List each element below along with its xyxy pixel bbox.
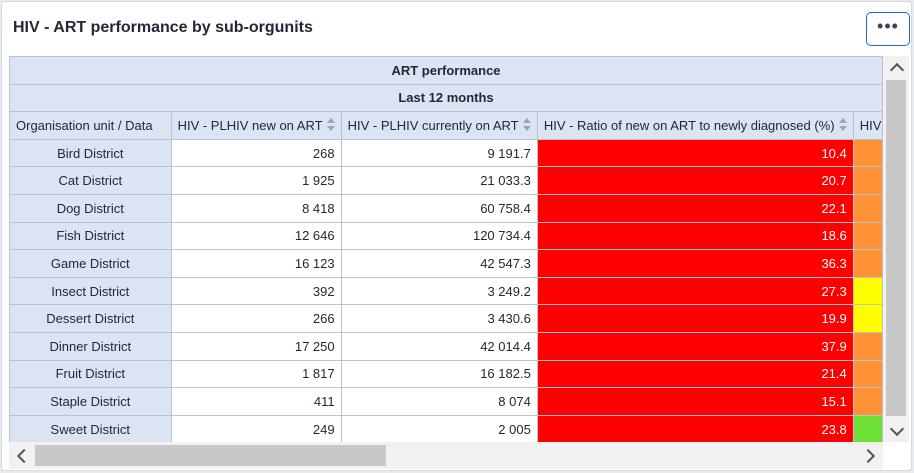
org-unit-cell[interactable]: Fish District — [9, 221, 172, 251]
column-header-label: Organisation unit / Data — [16, 117, 153, 133]
pivot-table: ART performance Last 12 months Organisat… — [9, 56, 883, 442]
ratio-cell[interactable]: 23.8 — [536, 414, 854, 442]
plhiv-current-cell[interactable]: 120 734.4 — [340, 221, 538, 251]
table-row: Fish District 12 646 120 734.4 18.6 — [9, 221, 883, 251]
truncated-value-cell[interactable] — [852, 387, 883, 416]
truncated-value-cell[interactable] — [852, 138, 883, 168]
group-header: ART performance — [9, 56, 883, 85]
plhiv-new-cell[interactable]: 17 250 — [170, 331, 342, 361]
plhiv-new-cell[interactable]: 12 646 — [170, 221, 342, 251]
scroll-right-icon[interactable] — [860, 448, 876, 464]
plhiv-new-cell[interactable]: 16 123 — [170, 249, 342, 278]
ratio-cell[interactable]: 21.4 — [536, 359, 854, 389]
column-header[interactable]: HIV - Ratio of new on ART to newly diagn… — [536, 111, 854, 140]
plhiv-new-cell[interactable]: 392 — [170, 276, 342, 306]
plhiv-current-cell[interactable]: 21 033.3 — [340, 166, 538, 195]
truncated-value-cell[interactable] — [852, 304, 883, 333]
truncated-value-cell[interactable] — [852, 166, 883, 195]
plhiv-new-cell[interactable]: 268 — [170, 138, 342, 168]
org-unit-cell[interactable]: Sweet District — [9, 414, 172, 442]
pivot-table-viewport: ART performance Last 12 months Organisat… — [9, 56, 883, 442]
more-options-button[interactable]: ••• — [866, 12, 910, 46]
column-header-label: HIV — [859, 117, 882, 133]
table-row: Insect District 392 3 249.2 27.3 — [9, 276, 883, 306]
horizontal-scrollbar[interactable] — [9, 442, 883, 469]
sort-icon[interactable] — [522, 118, 531, 132]
org-unit-cell[interactable]: Staple District — [9, 387, 172, 416]
table-row: Staple District 411 8 074 15.1 — [9, 387, 883, 416]
org-unit-cell[interactable]: Insect District — [9, 276, 172, 306]
org-unit-cell[interactable]: Fruit District — [9, 359, 172, 389]
plhiv-current-cell[interactable]: 9 191.7 — [340, 138, 538, 168]
plhiv-new-cell[interactable]: 8 418 — [170, 193, 342, 223]
ratio-cell[interactable]: 37.9 — [536, 331, 854, 361]
plhiv-current-cell[interactable]: 3 430.6 — [340, 304, 538, 333]
org-unit-cell[interactable]: Dessert District — [9, 304, 172, 333]
plhiv-current-cell[interactable]: 8 074 — [340, 387, 538, 416]
column-header-label: HIV - PLHIV new on ART — [177, 117, 323, 133]
ratio-cell[interactable]: 20.7 — [536, 166, 854, 195]
plhiv-current-cell[interactable]: 60 758.4 — [340, 193, 538, 223]
truncated-value-cell[interactable] — [852, 331, 883, 361]
table-row: Dessert District 266 3 430.6 19.9 — [9, 304, 883, 333]
truncated-value-cell[interactable] — [852, 276, 883, 306]
plhiv-new-cell[interactable]: 266 — [170, 304, 342, 333]
org-unit-cell[interactable]: Bird District — [9, 138, 172, 168]
plhiv-new-cell[interactable]: 1 925 — [170, 166, 342, 195]
ratio-cell[interactable]: 18.6 — [536, 221, 854, 251]
ratio-cell[interactable]: 22.1 — [536, 193, 854, 223]
column-header-label: HIV - Ratio of new on ART to newly diagn… — [543, 117, 835, 133]
horizontal-scroll-thumb[interactable] — [35, 445, 386, 466]
org-unit-cell[interactable]: Cat District — [9, 166, 172, 195]
ratio-cell[interactable]: 19.9 — [536, 304, 854, 333]
truncated-value-cell[interactable] — [852, 249, 883, 278]
plhiv-current-cell[interactable]: 42 014.4 — [340, 331, 538, 361]
org-unit-cell[interactable]: Game District — [9, 249, 172, 278]
ratio-cell[interactable]: 27.3 — [536, 276, 854, 306]
scroll-left-icon[interactable] — [16, 448, 32, 464]
org-unit-cell[interactable]: Dinner District — [9, 331, 172, 361]
period-header: Last 12 months — [9, 83, 883, 113]
plhiv-new-cell[interactable]: 249 — [170, 414, 342, 442]
table-row: Game District 16 123 42 547.3 36.3 — [9, 249, 883, 278]
table-row: Fruit District 1 817 16 182.5 21.4 — [9, 359, 883, 389]
column-header[interactable]: HIV - PLHIV new on ART — [170, 111, 342, 140]
vertical-scrollbar[interactable] — [883, 56, 909, 442]
truncated-value-cell[interactable] — [852, 414, 883, 442]
column-header[interactable]: HIV - PLHIV currently on ART — [340, 111, 538, 140]
ratio-cell[interactable]: 36.3 — [536, 249, 854, 278]
table-row: Dog District 8 418 60 758.4 22.1 — [9, 193, 883, 223]
sort-icon[interactable] — [838, 118, 847, 132]
ratio-cell[interactable]: 10.4 — [536, 138, 854, 168]
table-row: Bird District 268 9 191.7 10.4 — [9, 138, 883, 168]
column-header[interactable]: HIV — [852, 111, 883, 140]
plhiv-current-cell[interactable]: 16 182.5 — [340, 359, 538, 389]
table-row: Dinner District 17 250 42 014.4 37.9 — [9, 331, 883, 361]
table-row: Sweet District 249 2 005 23.8 — [9, 414, 883, 442]
plhiv-current-cell[interactable]: 3 249.2 — [340, 276, 538, 306]
org-unit-cell[interactable]: Dog District — [9, 193, 172, 223]
scroll-down-icon[interactable] — [889, 421, 905, 437]
scroll-up-icon[interactable] — [889, 62, 905, 78]
column-header-label: HIV - PLHIV currently on ART — [347, 117, 519, 133]
table-row: Cat District 1 925 21 033.3 20.7 — [9, 166, 883, 195]
visualization-title: HIV - ART performance by sub-orgunits — [13, 19, 313, 36]
plhiv-current-cell[interactable]: 42 547.3 — [340, 249, 538, 278]
vertical-scroll-thumb[interactable] — [886, 80, 906, 416]
truncated-value-cell[interactable] — [852, 193, 883, 223]
truncated-value-cell[interactable] — [852, 359, 883, 389]
plhiv-new-cell[interactable]: 411 — [170, 387, 342, 416]
truncated-value-cell[interactable] — [852, 221, 883, 251]
dimension-header: Organisation unit / Data — [9, 111, 172, 140]
plhiv-new-cell[interactable]: 1 817 — [170, 359, 342, 389]
sort-icon[interactable] — [326, 118, 335, 132]
plhiv-current-cell[interactable]: 2 005 — [340, 414, 538, 442]
ratio-cell[interactable]: 15.1 — [536, 387, 854, 416]
